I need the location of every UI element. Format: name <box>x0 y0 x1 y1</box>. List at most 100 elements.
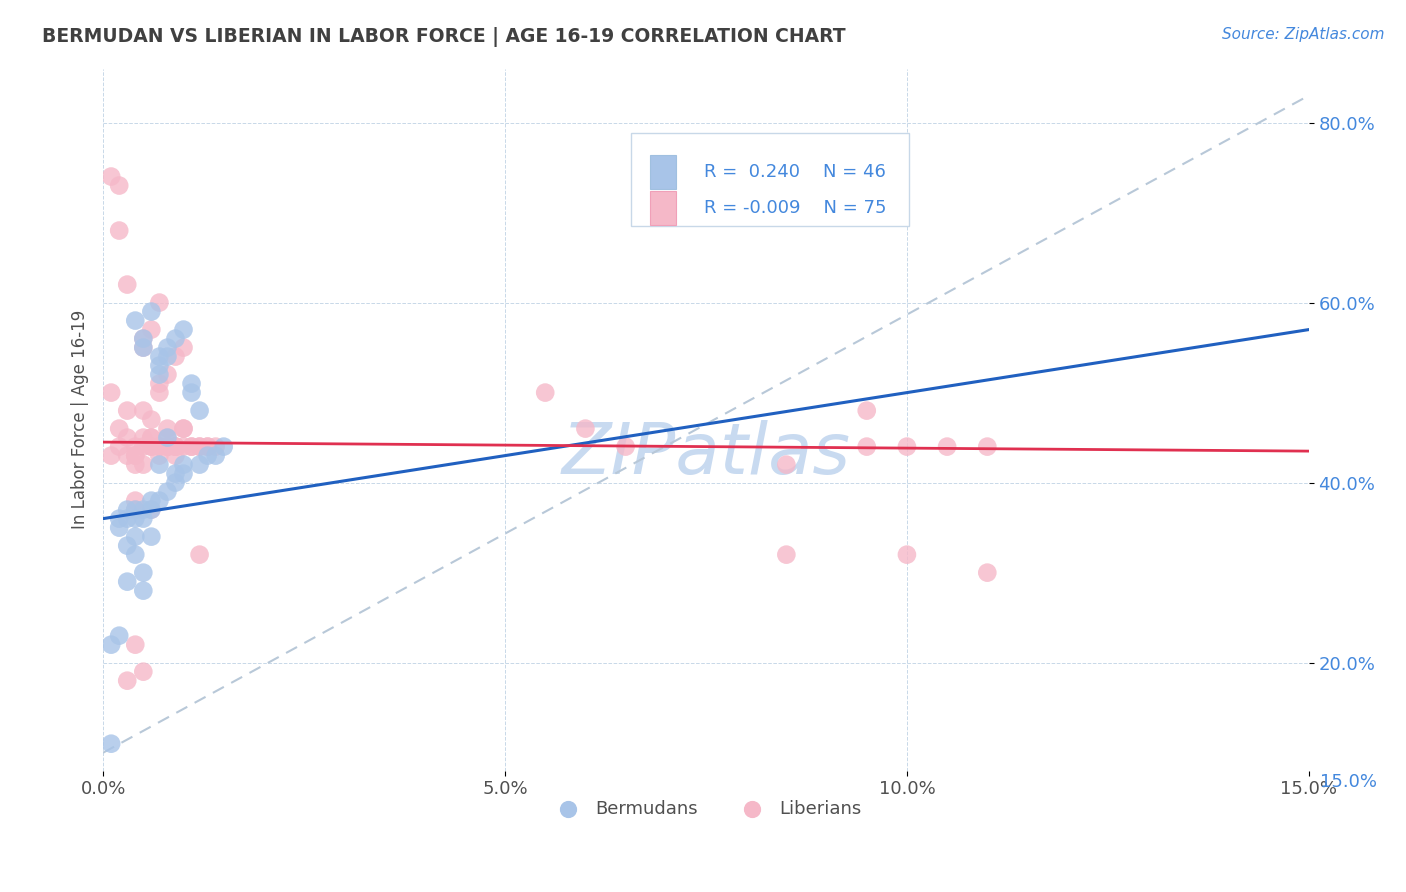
Point <box>534 385 557 400</box>
Point <box>124 502 146 516</box>
Text: R =  0.240    N = 46: R = 0.240 N = 46 <box>704 163 886 181</box>
Point <box>148 493 170 508</box>
Point <box>165 440 187 454</box>
Point <box>165 449 187 463</box>
Point <box>855 440 877 454</box>
Point <box>115 403 138 417</box>
Point <box>204 449 226 463</box>
Point <box>173 422 195 436</box>
Point <box>173 341 195 355</box>
Point <box>132 440 155 454</box>
Point <box>124 313 146 327</box>
Point <box>124 530 146 544</box>
Point <box>976 566 998 580</box>
Point <box>108 440 131 454</box>
Point <box>100 385 122 400</box>
Point <box>124 511 146 525</box>
Legend: Bermudans, Liberians: Bermudans, Liberians <box>543 792 869 825</box>
Point <box>100 737 122 751</box>
Point <box>148 440 170 454</box>
Point <box>614 440 637 454</box>
Point <box>197 440 219 454</box>
Point <box>173 422 195 436</box>
Point <box>574 422 596 436</box>
Point <box>132 511 155 525</box>
Text: R = -0.009    N = 75: R = -0.009 N = 75 <box>704 199 886 217</box>
Point <box>108 511 131 525</box>
Point <box>100 638 122 652</box>
Point <box>188 440 211 454</box>
Point <box>197 449 219 463</box>
Point <box>132 502 155 516</box>
Point <box>115 511 138 525</box>
Point <box>180 376 202 391</box>
Point <box>124 548 146 562</box>
Point <box>165 350 187 364</box>
Point <box>148 440 170 454</box>
Point <box>156 431 179 445</box>
Point <box>165 475 187 490</box>
Point <box>108 521 131 535</box>
Point <box>141 440 163 454</box>
Point <box>132 332 155 346</box>
Point <box>896 548 918 562</box>
Point <box>156 341 179 355</box>
Point <box>124 449 146 463</box>
Point <box>156 368 179 382</box>
Point <box>173 322 195 336</box>
Point <box>132 566 155 580</box>
Point <box>108 629 131 643</box>
Point <box>165 440 187 454</box>
Point <box>132 341 155 355</box>
Y-axis label: In Labor Force | Age 16-19: In Labor Force | Age 16-19 <box>72 310 89 529</box>
Point <box>165 440 187 454</box>
Point <box>132 341 155 355</box>
Point <box>141 412 163 426</box>
Point <box>141 530 163 544</box>
Point <box>132 403 155 417</box>
Point <box>173 467 195 481</box>
Point <box>124 502 146 516</box>
Point <box>124 638 146 652</box>
Point <box>148 350 170 364</box>
Point <box>132 665 155 679</box>
Point <box>148 368 170 382</box>
Point <box>124 449 146 463</box>
Point <box>148 440 170 454</box>
Point <box>132 332 155 346</box>
Point <box>180 440 202 454</box>
Point <box>100 169 122 184</box>
Point <box>148 458 170 472</box>
Text: ZIPatlas: ZIPatlas <box>561 420 851 489</box>
Point <box>165 467 187 481</box>
Point <box>141 431 163 445</box>
Point <box>115 574 138 589</box>
Point <box>165 332 187 346</box>
Point <box>156 350 179 364</box>
Point <box>204 440 226 454</box>
Point <box>115 539 138 553</box>
Point <box>115 502 138 516</box>
Text: 15.0%: 15.0% <box>1320 773 1376 791</box>
Point <box>115 431 138 445</box>
Point <box>775 458 797 472</box>
Point <box>132 431 155 445</box>
Point <box>100 449 122 463</box>
Point <box>132 583 155 598</box>
Point <box>115 673 138 688</box>
Point <box>188 458 211 472</box>
Point <box>976 440 998 454</box>
Point <box>141 493 163 508</box>
Point <box>124 493 146 508</box>
Point <box>156 440 179 454</box>
Point <box>108 422 131 436</box>
Point <box>148 359 170 373</box>
Point <box>148 385 170 400</box>
Point <box>132 458 155 472</box>
Point <box>115 449 138 463</box>
Point <box>141 502 163 516</box>
Point <box>156 440 179 454</box>
Point <box>141 440 163 454</box>
Point <box>188 548 211 562</box>
Point <box>936 440 959 454</box>
